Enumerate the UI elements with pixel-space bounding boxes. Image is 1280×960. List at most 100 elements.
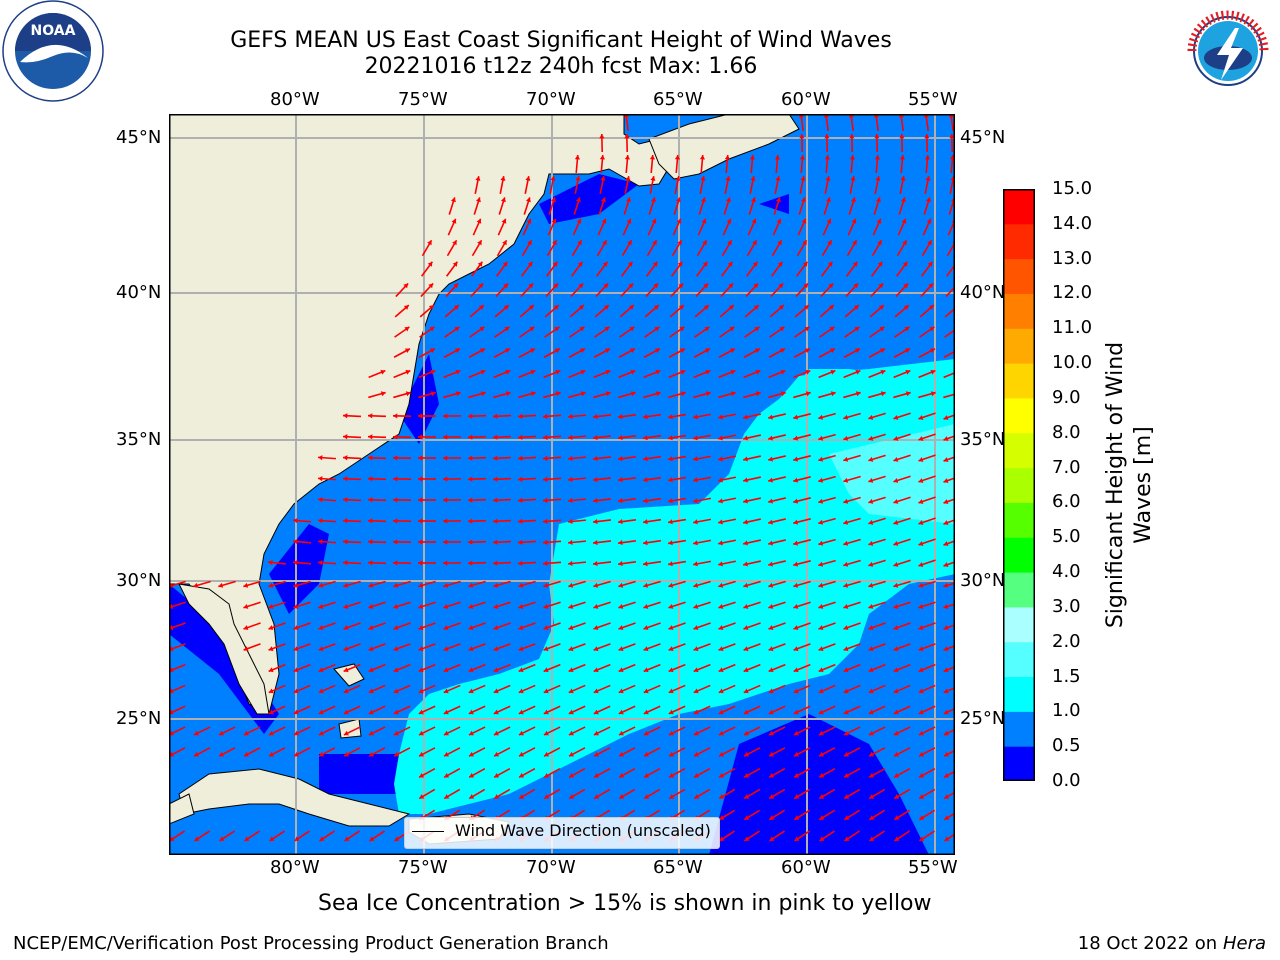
wind-wave-arrowhead [775,197,781,203]
wind-wave-arrowhead [568,560,573,567]
wind-wave-arrowhead [874,134,880,139]
wind-wave-arrowhead [768,667,774,673]
wind-wave-arrowhead [927,261,933,267]
wind-wave-arrowhead [455,391,461,397]
nova-scotia [648,114,800,180]
wind-wave-arrowhead [943,625,949,630]
wind-wave-arrowhead [893,436,899,441]
wind-wave-arrowhead [618,730,624,736]
wind-wave-arrowhead [479,326,485,332]
wind-wave-arrowhead [405,391,411,397]
wind-wave-arrowhead [744,794,750,799]
wind-wave-arrowhead [927,240,932,246]
colorbar-cell [1003,537,1035,573]
wind-wave-arrowhead [318,625,324,630]
wind-wave-arrowhead [779,326,785,332]
wind-wave-arrowhead [869,773,875,778]
wind-wave-arrowhead [643,435,648,441]
wind-wave-arrowhead [918,436,924,441]
wind-wave-arrowhead [744,751,750,757]
wind-wave-arrowhead [894,836,900,841]
wind-wave-arrowhead [768,582,774,588]
wind-wave-arrowhead [318,730,324,736]
wind-wave-arrowhead [269,836,275,841]
wind-wave-arrowhead [793,456,799,462]
wind-wave-arrowhead [604,326,610,332]
wind-wave-arrowhead [599,155,605,160]
wind-wave-arrowhead [618,625,624,630]
wind-wave-arrowhead [893,582,899,588]
wind-wave-arrowhead [518,667,524,673]
wind-wave-arrowhead [943,667,949,673]
wind-wave-arrowhead [318,603,324,609]
wind-wave-arrowhead [453,283,459,289]
wind-wave-arrowhead [568,455,573,462]
wind-wave-arrowhead [626,218,632,224]
wind-wave-arrowhead [550,176,556,181]
wind-wave-arrow [944,328,955,338]
wind-wave-arrowhead [218,582,224,588]
wind-wave-arrowhead [624,155,630,160]
wind-wave-arrowhead [668,540,673,546]
wind-wave-arrowhead [844,751,850,757]
wind-wave-arrowhead [925,176,931,181]
wind-wave-arrowhead [893,646,899,652]
wind-wave-arrowhead [824,134,830,139]
lat-tick-right-35n: 35°N [960,429,1006,450]
wind-wave-arrowhead [553,283,559,289]
wind-wave-arrowhead [443,476,448,482]
wind-wave-arrowhead [593,667,599,673]
wind-wave-arrowhead [853,305,859,310]
wind-wave-arrowhead [343,582,349,588]
wind-wave-arrowhead [618,477,623,483]
wind-wave-arrowhead [343,688,349,694]
wind-wave-arrowhead [493,688,499,694]
wind-wave-arrowhead [319,751,325,757]
wind-wave-arrowhead [343,455,348,461]
wind-wave-arrowhead [743,561,748,567]
wind-wave-arrowhead [827,240,832,246]
nws-logo [1177,0,1279,102]
wind-wave-arrowhead [718,688,724,694]
wind-wave-arrowhead [668,603,674,609]
wind-wave-arrowhead [244,836,250,841]
wind-wave-arrowhead [600,176,606,181]
wind-wave-arrowhead [643,456,648,462]
wind-wave-arrowhead [518,625,524,630]
wind-wave-arrowhead [518,730,524,736]
wind-wave-arrowhead [701,218,707,224]
wind-wave-arrowhead [368,667,374,673]
wind-wave-arrowhead [805,391,811,397]
wind-wave-arrowhead [443,646,449,652]
lon-tick-top-80w: 80°W [270,89,320,110]
wind-wave-arrowhead [928,305,934,310]
wind-wave-arrowhead [700,197,706,203]
wind-wave-arrowhead [743,709,749,715]
wind-wave-arrowhead [603,283,609,289]
wind-wave-arrowhead [752,261,758,267]
lon-tick-bottom-55w: 55°W [908,857,958,878]
wind-wave-arrowhead [680,369,686,375]
wind-wave-arrowhead [643,667,649,673]
wind-wave-arrowhead [719,836,725,841]
wind-wave-arrowhead [850,176,856,181]
wind-wave-arrowhead [776,218,782,224]
wind-wave-arrowhead [444,794,450,799]
wind-wave-arrowhead [903,305,909,310]
colorbar-label: Significant Height of Wind Waves [m] [1102,342,1158,628]
wind-wave-arrowhead [618,688,624,694]
wind-wave-arrowhead [819,751,825,757]
wind-wave-arrowhead [768,625,774,630]
wind-wave-arrowhead [769,773,775,778]
wind-wave-arrowhead [893,562,899,567]
wind-wave-arrowhead [393,497,398,503]
wind-wave-arrow [946,241,955,257]
wind-wave-arrowhead [894,815,900,820]
wind-wave-arrowhead [718,603,724,609]
wind-wave-arrowhead [500,197,506,203]
wind-wave-arrowhead [618,540,623,546]
wind-wave-arrowhead [443,709,449,715]
wind-wave-arrowhead [343,476,348,482]
colorbar-cell [1003,189,1035,225]
wind-wave-arrowhead [818,603,824,609]
